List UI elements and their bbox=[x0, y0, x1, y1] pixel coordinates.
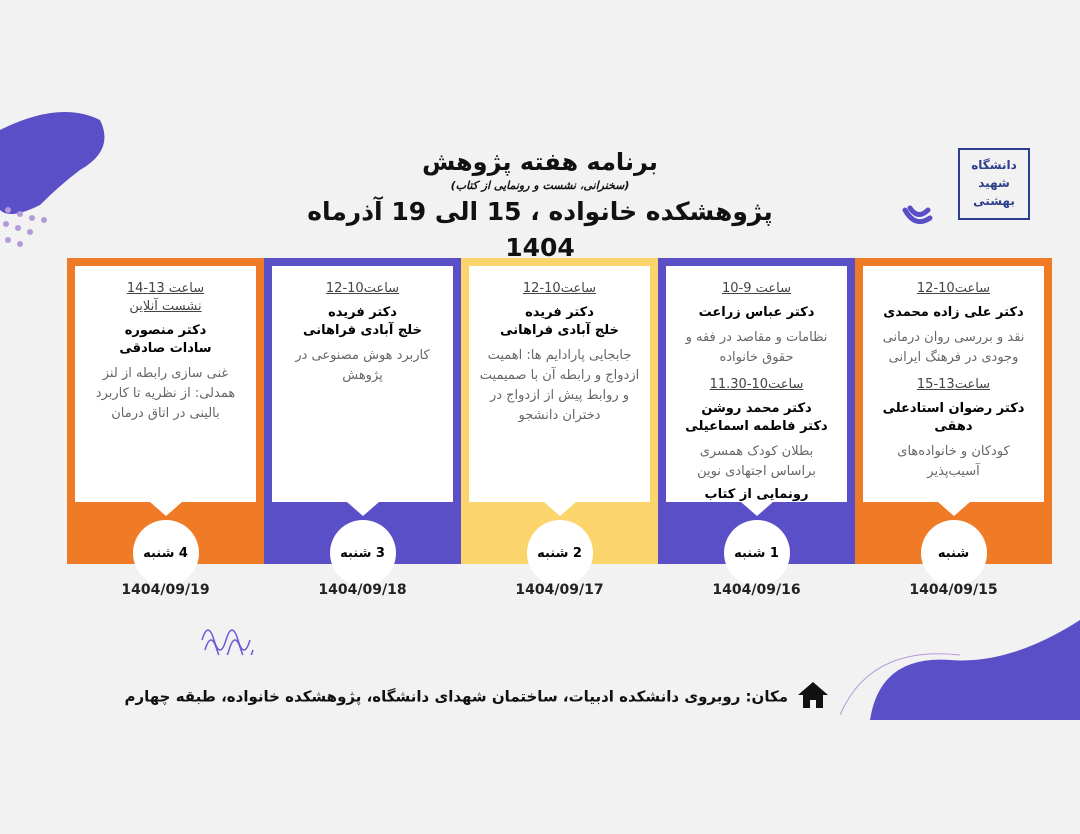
session-topic: کودکان و خانواده‌های آسیب‌پذیر bbox=[897, 444, 1010, 479]
speaker-name: خلج آبادی فراهانی bbox=[500, 323, 619, 338]
day-label: شنبه bbox=[920, 520, 987, 586]
speaker-name: دکتر فاطمه اسماعیلی bbox=[685, 419, 828, 434]
page-heading-dates: پژوهشکده خانواده ، 15 الی 19 آذرماه 1404 bbox=[307, 197, 773, 262]
speaker-name: سادات صادقی bbox=[119, 341, 212, 356]
card-notch bbox=[149, 502, 182, 516]
session-time: ساعت10-11.30 bbox=[709, 377, 804, 392]
session-time: ساعت 13-14 bbox=[126, 281, 205, 296]
session-time: ساعت13-15 bbox=[916, 377, 991, 392]
day-date: 1404/09/19 bbox=[121, 582, 210, 598]
speaker-name: دکتر محمد روشن bbox=[701, 401, 812, 416]
location-text: مکان: روبروی دانشکده ادبیات، ساختمان شهد… bbox=[124, 687, 788, 706]
session-card: ساعت10-12 دکتر علی زاده محمدی نقد و بررسی … bbox=[863, 266, 1044, 502]
session-card: ساعت 9-10 دکتر عباس زراعت نظامات و مقاصد د… bbox=[666, 266, 847, 502]
university-logo: دانشگاه شهید بهشتی bbox=[958, 148, 1030, 220]
day-label: 2 شنبه bbox=[526, 520, 593, 586]
decor-blob-bottom-right bbox=[840, 620, 1080, 720]
card-notch bbox=[937, 502, 970, 516]
speaker-name: دکتر منصوره bbox=[124, 323, 207, 338]
decor-wave-mark bbox=[902, 205, 933, 225]
speaker-name: دکتر رضوان استادعلی دهقی bbox=[882, 401, 1025, 434]
logo-text: دانشگاه شهید بهشتی bbox=[971, 158, 1017, 208]
session-time: ساعت10-12 bbox=[325, 281, 400, 296]
book-launch: رونمایی از کتاب bbox=[704, 487, 809, 502]
speaker-name: دکتر عباس زراعت bbox=[698, 305, 815, 320]
speaker-name: دکتر علی زاده محمدی bbox=[883, 305, 1024, 320]
card-notch bbox=[740, 502, 773, 516]
day-label: 4 شنبه bbox=[132, 520, 199, 586]
speaker-name: خلج آبادی فراهانی bbox=[303, 323, 422, 338]
page-subtitle: (سخنرانی، نشست و رونمایی از کتاب) bbox=[450, 179, 630, 192]
day-date: 1404/09/15 bbox=[909, 582, 998, 598]
speaker-name: دکتر فریده bbox=[525, 305, 594, 320]
session-time: ساعت10-12 bbox=[916, 281, 991, 296]
session-format: نشست آنلاین bbox=[129, 299, 202, 314]
decor-blob-top-left bbox=[0, 112, 105, 214]
day-date: 1404/09/16 bbox=[712, 582, 801, 598]
day-column: ساعت 9-10 دکتر عباس زراعت نظامات و مقاصد د… bbox=[658, 258, 855, 598]
day-label: 1 شنبه bbox=[723, 520, 790, 586]
session-time: ساعت10-12 bbox=[522, 281, 597, 296]
day-column: ساعت10-12 دکتر فریده خلج آبادی فراهانی کارب… bbox=[264, 258, 461, 598]
day-label: 3 شنبه bbox=[329, 520, 396, 586]
session-topic: نظامات و مقاصد در فقه و حقوق خانواده bbox=[685, 330, 828, 365]
session-topic: نقد و بررسی روان درمانی وجودی در فرهنگ ا… bbox=[882, 330, 1025, 365]
header: برنامه هفته پژوهش (سخنرانی، نشست و رونما… bbox=[280, 146, 800, 266]
session-topic: کاربرد هوش مصنوعی در پژوهش bbox=[295, 348, 430, 383]
day-column: ساعت 13-14 نشست آنلاین دکتر منصوره سادات صا… bbox=[67, 258, 264, 598]
speaker-name: دکتر فریده bbox=[328, 305, 397, 320]
card-notch bbox=[346, 502, 379, 516]
session-card: ساعت10-12 دکتر فریده خلج آبادی فراهانی کارب… bbox=[272, 266, 453, 502]
card-notch bbox=[543, 502, 576, 516]
day-date: 1404/09/18 bbox=[318, 582, 407, 598]
decor-squiggle bbox=[201, 629, 254, 655]
schedule-columns: ساعت10-12 دکتر علی زاده محمدی نقد و بررسی … bbox=[66, 258, 1052, 598]
decor-dots bbox=[3, 207, 47, 247]
home-icon bbox=[796, 680, 830, 714]
session-topic: بطلان کودک همسری براساس اجتهادی نوین bbox=[697, 444, 816, 479]
day-date: 1404/09/17 bbox=[515, 582, 604, 598]
session-card: ساعت10-12 دکتر فریده خلج آبادی فراهانی جابج… bbox=[469, 266, 650, 502]
page-title: برنامه هفته پژوهش bbox=[422, 148, 658, 176]
session-time: ساعت 9-10 bbox=[721, 281, 792, 296]
session-topic: جابجایی پارادایم ها: اهمیت ازدواج و رابط… bbox=[479, 348, 640, 423]
session-topic: غنی سازی رابطه از لنز همدلی: از نظریه تا… bbox=[95, 366, 236, 421]
session-card: ساعت 13-14 نشست آنلاین دکتر منصوره سادات صا… bbox=[75, 266, 256, 502]
location: مکان: روبروی دانشکده ادبیات، ساختمان شهد… bbox=[125, 680, 830, 714]
day-column: ساعت10-12 دکتر فریده خلج آبادی فراهانی جابج… bbox=[461, 258, 658, 598]
day-column: ساعت10-12 دکتر علی زاده محمدی نقد و بررسی … bbox=[855, 258, 1052, 598]
